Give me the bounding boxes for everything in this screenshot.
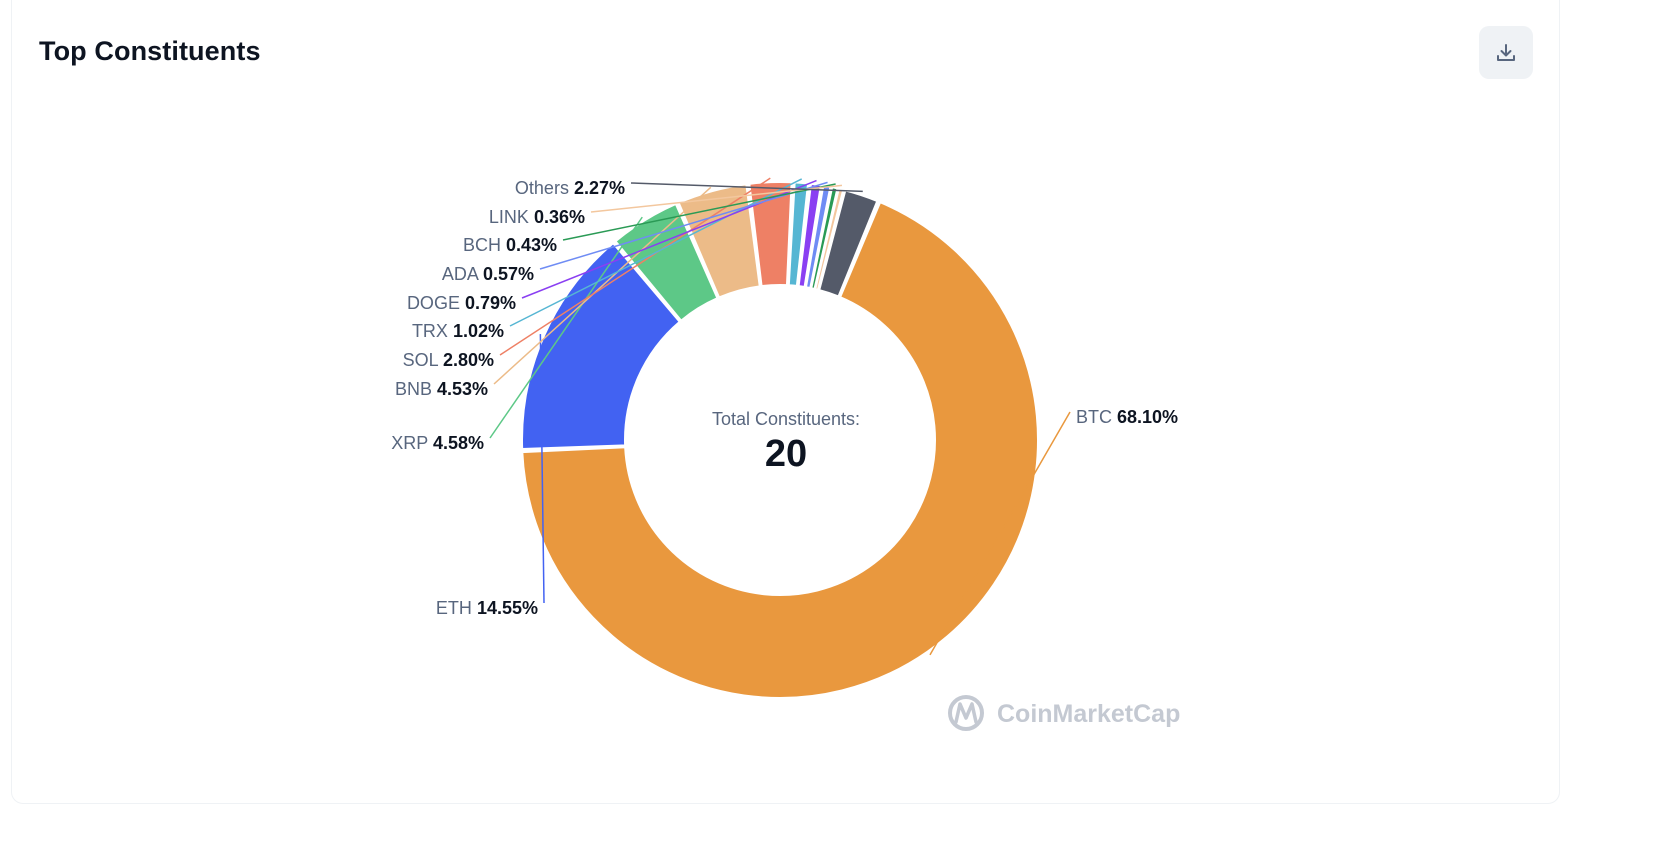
slice-label-name: ADA (442, 264, 483, 284)
download-icon (1494, 41, 1518, 65)
slice-label-link: LINK 0.36% (489, 207, 585, 227)
slice-btc[interactable] (521, 201, 1039, 699)
slice-label-bch: BCH 0.43% (463, 235, 557, 255)
slice-label-name: BCH (463, 235, 506, 255)
slice-label-name: DOGE (407, 293, 465, 313)
slice-label-name: BTC (1076, 407, 1117, 427)
slice-label-value: 1.02% (453, 321, 504, 341)
slice-xrp[interactable] (614, 202, 719, 322)
slice-label-name: LINK (489, 207, 534, 227)
slice-label-trx: TRX 1.02% (412, 321, 504, 341)
watermark: CoinMarketCap (948, 695, 1180, 731)
slice-label-value: 2.27% (574, 178, 625, 198)
leader-line-bch (562, 183, 836, 241)
slice-label-value: 4.53% (437, 379, 488, 399)
slice-label-value: 14.55% (477, 598, 538, 618)
center-caption: Total Constituents: (712, 409, 860, 429)
center-value: 20 (765, 433, 807, 475)
slice-label-value: 4.58% (433, 433, 484, 453)
leader-line-bnb (493, 186, 712, 385)
leader-line-sol (499, 177, 771, 356)
slice-label-name: ETH (436, 598, 477, 618)
slice-label-value: 0.43% (506, 235, 557, 255)
slice-label-value: 2.80% (443, 350, 494, 370)
slice-label-name: SOL (403, 350, 443, 370)
page-title: Top Constituents (39, 36, 261, 66)
slice-link[interactable] (814, 187, 845, 291)
slice-label-name: XRP (391, 433, 433, 453)
slice-label-value: 0.36% (534, 207, 585, 227)
slice-label-value: 0.79% (465, 293, 516, 313)
coinmarketcap-logo-icon (948, 695, 984, 731)
leader-line-xrp (489, 216, 643, 439)
slice-label-name: Others (515, 178, 574, 198)
leader-line-trx (509, 178, 803, 327)
slice-label-sol: SOL 2.80% (403, 350, 494, 370)
leader-line-btc (929, 411, 1071, 656)
slice-label-ada: ADA 0.57% (442, 264, 534, 284)
slice-others[interactable] (818, 189, 879, 298)
slice-label-others: Others 2.27% (515, 178, 625, 198)
slice-label-doge: DOGE 0.79% (407, 293, 516, 313)
leader-line-ada (539, 181, 828, 270)
slice-label-name: BNB (395, 379, 437, 399)
download-button[interactable] (1479, 26, 1533, 79)
slice-label-btc: BTC 68.10% (1076, 407, 1178, 427)
leader-line-eth (539, 334, 545, 604)
slice-trx[interactable] (787, 181, 810, 287)
slice-doge[interactable] (797, 182, 822, 288)
watermark-text: CoinMarketCap (997, 700, 1180, 728)
leader-line-others (630, 182, 863, 193)
slice-label-xrp: XRP 4.58% (391, 433, 484, 453)
slice-label-eth: ETH 14.55% (436, 598, 538, 618)
slice-label-value: 0.57% (483, 264, 534, 284)
slice-label-bnb: BNB 4.53% (395, 379, 488, 399)
slice-label-value: 68.10% (1117, 407, 1178, 427)
slice-label-name: TRX (412, 321, 453, 341)
